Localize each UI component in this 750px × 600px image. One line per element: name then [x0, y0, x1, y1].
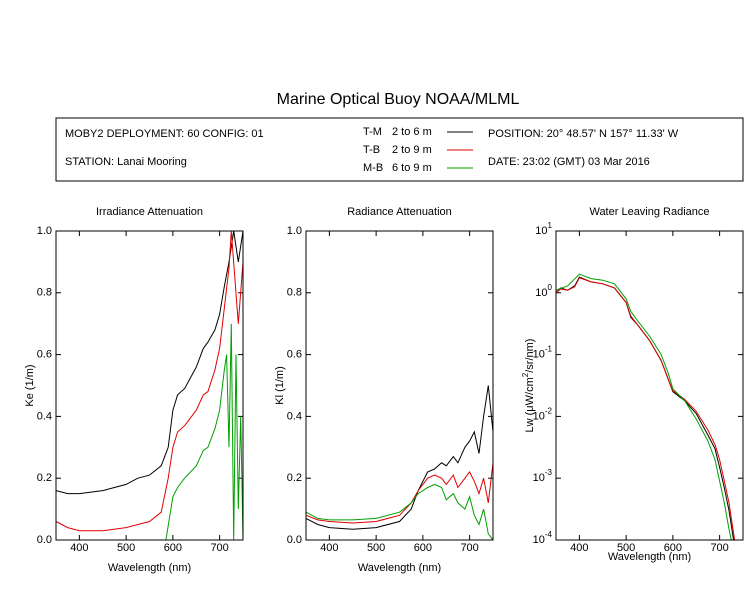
y-tick-base: 10 [533, 349, 545, 361]
x-tick-label: 500 [117, 542, 135, 554]
y-tick-label: 0.4 [287, 410, 302, 422]
y-tick-label: 101 [535, 221, 552, 237]
series-line [556, 276, 735, 540]
y-tick-label: 0.8 [287, 287, 302, 299]
y-tick-label: 10-3 [533, 468, 553, 484]
y-tick-base: 0.0 [37, 534, 52, 546]
legend-name: M-B [363, 162, 383, 174]
legend-depth: 6 to 9 m [392, 162, 432, 174]
series-line [306, 462, 493, 524]
x-label: Wavelength (nm) [108, 562, 191, 574]
series-line [556, 277, 736, 540]
chart-title: Water Leaving Radiance [589, 206, 709, 218]
y-tick-base: 10 [533, 534, 545, 546]
y-tick-base: 0.0 [287, 534, 302, 546]
x-tick-label: 400 [70, 542, 88, 554]
x-tick-label: 700 [210, 542, 228, 554]
y-tick-label: 0.6 [287, 349, 302, 361]
y-tick-base: 1.0 [37, 225, 52, 237]
position: POSITION: 20° 48.57' N 157° 11.33' W [488, 128, 679, 140]
y-tick-base: 10 [535, 287, 547, 299]
main-title: Marine Optical Buoy NOAA/MLML [277, 91, 520, 108]
y-label-main: Ke (1/m) [24, 364, 36, 406]
y-tick-base: 10 [535, 225, 547, 237]
y-tick-label: 10-2 [533, 407, 553, 423]
plot-frame [55, 230, 244, 541]
plot-frame [305, 230, 494, 541]
y-tick-exp: 0 [548, 283, 553, 292]
deployment: MOBY2 DEPLOYMENT: 60 CONFIG: 01 [65, 128, 264, 140]
y-tick-exp: -4 [545, 530, 553, 539]
series-line [165, 323, 243, 540]
x-tick-label: 400 [320, 542, 338, 554]
legend-depth: 2 to 9 m [392, 144, 432, 156]
chart-title: Radiance Attenuation [347, 206, 452, 218]
chart-title: Irradiance Attenuation [96, 206, 203, 218]
series-line [306, 483, 493, 540]
y-tick-label: 100 [535, 283, 552, 299]
y-tick-label: 0.0 [287, 534, 302, 546]
y-tick-label: 0.4 [37, 410, 52, 422]
y-label-end: /sr/nm) [524, 339, 536, 373]
x-tick-label: 400 [570, 542, 588, 554]
x-tick-label: 700 [710, 542, 728, 554]
legend-depth: 2 to 6 m [392, 126, 432, 138]
info-box [55, 117, 744, 182]
y-tick-label: 1.0 [287, 225, 302, 237]
y-tick-label: 0.6 [37, 349, 52, 361]
x-label: Wavelength (nm) [608, 551, 691, 563]
y-label-main: Kl (1/m) [274, 366, 286, 405]
y-tick-label: 1.0 [37, 225, 52, 237]
y-tick-base: 10 [533, 472, 545, 484]
x-tick-label: 600 [164, 542, 182, 554]
series-line [56, 231, 243, 495]
y-tick-base: 1.0 [287, 225, 302, 237]
y-tick-base: 10 [533, 410, 545, 422]
x-label: Wavelength (nm) [358, 562, 441, 574]
date: DATE: 23:02 (GMT) 03 Mar 2016 [488, 156, 650, 168]
x-tick-label: 600 [664, 542, 682, 554]
y-tick-exp: -2 [545, 407, 553, 416]
y-tick-label: 0.2 [37, 472, 52, 484]
legend-name: T-B [363, 144, 380, 156]
station: STATION: Lanai Mooring [65, 156, 187, 168]
y-tick-label: 10-1 [533, 345, 553, 361]
legend-name: T-M [363, 126, 382, 138]
y-label-sup: 2 [521, 372, 530, 377]
y-tick-label: 0.2 [287, 472, 302, 484]
x-tick-label: 700 [460, 542, 478, 554]
x-tick-label: 500 [367, 542, 385, 554]
series-line [56, 231, 243, 532]
y-label-main: Lw (μW/cm [524, 377, 536, 432]
y-tick-exp: 1 [548, 221, 553, 230]
y-tick-label: 0.8 [37, 287, 52, 299]
y-tick-exp: -3 [545, 468, 553, 477]
plot-frame [555, 230, 744, 541]
series-line [556, 273, 732, 540]
y-label: Ke (1/m) [24, 364, 36, 406]
y-label: Lw (μW/cm2/sr/nm) [521, 339, 536, 433]
y-tick-label: 10-4 [533, 530, 553, 546]
x-tick-label: 500 [617, 542, 635, 554]
y-label: Kl (1/m) [274, 366, 286, 405]
series-line [306, 385, 493, 530]
y-tick-label: 0.0 [37, 534, 52, 546]
y-tick-exp: -1 [545, 345, 553, 354]
x-tick-label: 600 [414, 542, 432, 554]
